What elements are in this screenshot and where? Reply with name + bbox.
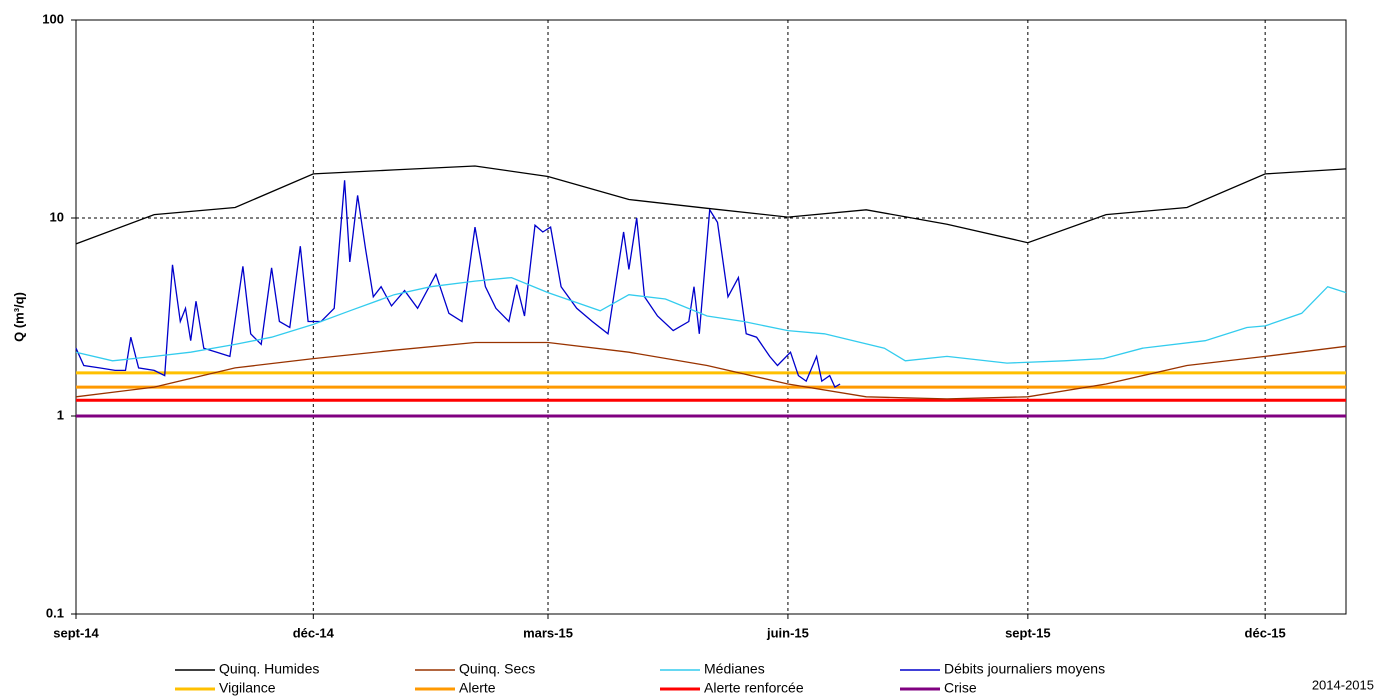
x-tick-label: déc-15 (1245, 625, 1286, 640)
legend-label: Quinq. Humides (219, 661, 319, 677)
y-tick-label: 0.1 (46, 605, 64, 620)
series-line (75, 165, 1347, 245)
x-tick-label: juin-15 (766, 625, 809, 640)
annotation: 2014-2015 (1312, 677, 1374, 692)
x-tick-label: sept-15 (1005, 625, 1051, 640)
y-tick-label: 100 (42, 11, 64, 26)
x-tick-label: sept-14 (53, 625, 99, 640)
x-tick-label: déc-14 (293, 625, 335, 640)
series-line (75, 341, 1347, 400)
legend-label: Médianes (704, 661, 765, 677)
x-tick-label: mars-15 (523, 625, 573, 640)
series-line (75, 276, 1347, 364)
y-axis-label: Q (m³/q) (11, 292, 26, 342)
y-tick-label: 10 (50, 209, 64, 224)
y-tick-label: 1 (57, 407, 64, 422)
series-line (75, 180, 841, 389)
legend-label: Vigilance (219, 680, 276, 696)
legend-label: Débits journaliers moyens (944, 661, 1105, 677)
legend-label: Alerte (459, 680, 496, 696)
legend-label: Quinq. Secs (459, 661, 535, 677)
legend-label: Alerte renforcée (704, 680, 804, 696)
legend-label: Crise (944, 680, 977, 696)
plot-frame (75, 19, 1347, 615)
